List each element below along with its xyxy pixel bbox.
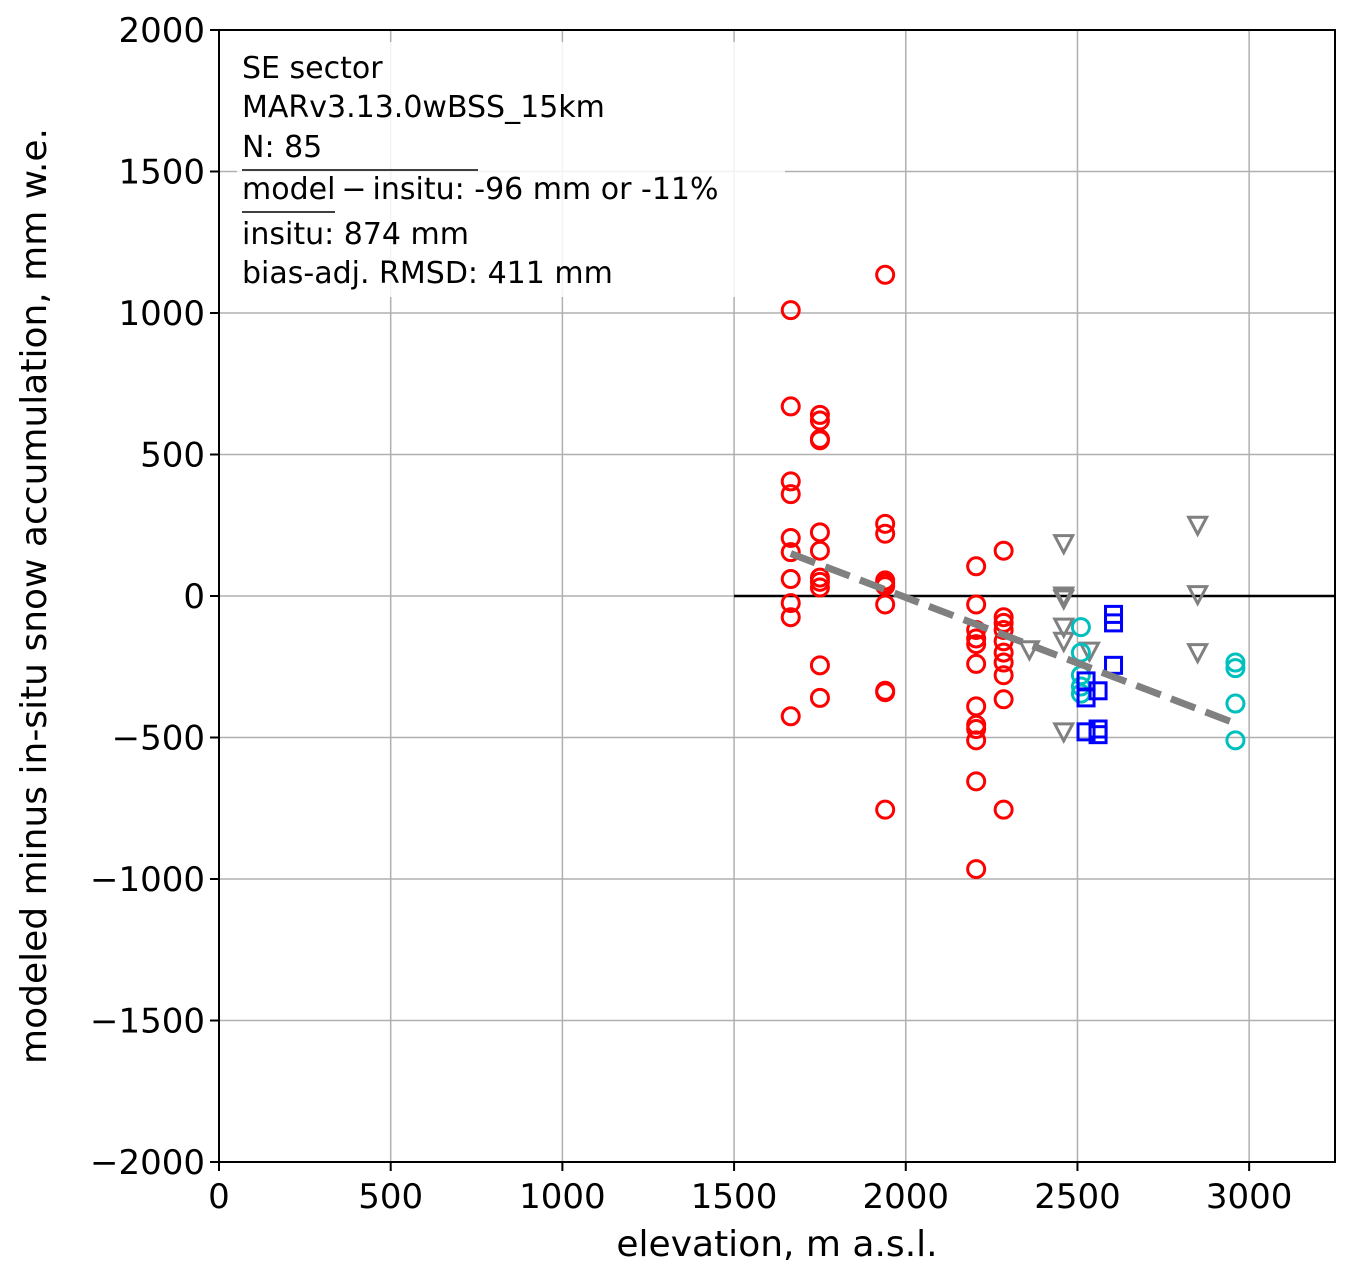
circle-marker xyxy=(875,523,896,544)
circle-marker xyxy=(780,706,801,727)
circle-marker xyxy=(993,689,1014,710)
x-tick-label: 2000 xyxy=(863,1177,950,1217)
triangle-down-marker xyxy=(1052,589,1076,612)
circle-marker xyxy=(780,542,801,563)
circle-marker xyxy=(993,665,1014,686)
info-sector: SE sector xyxy=(242,51,383,86)
x-axis-label: elevation, m a.s.l. xyxy=(616,1224,937,1265)
x-tick-label: 2500 xyxy=(1034,1177,1121,1217)
y-tick-label: −1500 xyxy=(90,1002,205,1042)
circle-marker xyxy=(966,730,987,751)
circle-marker xyxy=(809,522,830,543)
trend-line xyxy=(789,550,1237,727)
circle-marker xyxy=(966,696,987,717)
y-tick-label: −500 xyxy=(112,719,205,759)
circle-marker xyxy=(780,527,801,548)
y-tick-label: 2000 xyxy=(118,11,205,51)
circle-marker xyxy=(809,655,830,676)
y-tick-label: 1500 xyxy=(118,153,205,193)
circle-marker xyxy=(993,642,1014,663)
circle-marker xyxy=(780,396,801,417)
circle-marker xyxy=(1225,658,1246,679)
circle-marker xyxy=(780,300,801,321)
circle-marker xyxy=(875,594,896,615)
x-tick-label: 0 xyxy=(208,1177,230,1217)
triangle-down-marker xyxy=(1186,585,1210,607)
y-tick-label: 500 xyxy=(140,436,205,476)
square-marker xyxy=(1088,725,1108,745)
circle-marker xyxy=(875,513,896,534)
info-rmsd: bias-adj. RMSD: 411 mm xyxy=(242,256,613,291)
circle-marker xyxy=(1070,617,1091,638)
circle-marker xyxy=(875,682,896,703)
circle-marker xyxy=(780,607,801,628)
triangle-down-marker xyxy=(1017,640,1041,662)
circle-marker xyxy=(966,594,987,615)
y-tick-label: −1000 xyxy=(90,860,205,900)
circle-marker xyxy=(809,687,830,708)
circle-marker xyxy=(966,771,987,792)
circle-marker xyxy=(875,264,896,285)
info-count: N: 85 xyxy=(242,130,322,165)
axis-ticks: 0 500 1000 1500 2000 2500 3000 −2000 −1500 −1000 −… xyxy=(90,11,1292,1217)
y-axis-label: modeled minus in-situ snow accumulation,… xyxy=(14,128,55,1064)
circle-marker xyxy=(966,859,987,880)
square-marker xyxy=(1104,613,1124,633)
square-marker xyxy=(1076,722,1096,742)
x-tick-label: 1500 xyxy=(691,1177,778,1217)
circle-marker xyxy=(966,653,987,674)
circle-marker xyxy=(1225,652,1246,673)
circle-marker xyxy=(966,556,987,577)
y-tick-label: 0 xyxy=(183,577,205,617)
circle-marker xyxy=(809,577,830,598)
info-box: SE sector MARv3.13.0wBSS_15km N: 85 mode… xyxy=(237,42,785,297)
info-mean-diff: model − insitu: -96 mm or -11% xyxy=(242,172,719,207)
circle-marker xyxy=(809,430,830,451)
info-mean-insitu: insitu: 874 mm xyxy=(242,217,469,252)
triangle-down-marker xyxy=(1052,631,1076,654)
square-marker xyxy=(1088,681,1108,701)
y-tick-label: 1000 xyxy=(118,294,205,334)
info-model: MARv3.13.0wBSS_15km xyxy=(242,90,605,125)
circle-marker xyxy=(993,540,1014,561)
triangle-down-marker xyxy=(1186,515,1210,538)
y-tick-label: −2000 xyxy=(90,1143,205,1183)
circle-marker xyxy=(966,634,987,655)
circle-marker xyxy=(1225,730,1246,751)
circle-marker xyxy=(875,799,896,820)
x-tick-label: 1000 xyxy=(519,1177,606,1217)
circle-marker xyxy=(780,484,801,505)
circle-marker xyxy=(993,652,1014,673)
circle-marker xyxy=(993,607,1014,628)
circle-marker xyxy=(780,593,801,614)
data-markers xyxy=(780,264,1246,880)
circle-marker xyxy=(809,540,830,561)
circle-marker xyxy=(993,799,1014,820)
x-tick-label: 3000 xyxy=(1206,1177,1293,1217)
circle-marker xyxy=(780,569,801,590)
trend-line-group xyxy=(789,550,1237,727)
circle-marker xyxy=(966,719,987,740)
triangle-down-marker xyxy=(1052,722,1076,745)
circle-marker xyxy=(809,571,830,592)
circle-marker xyxy=(809,404,830,425)
triangle-down-marker xyxy=(1052,534,1076,556)
circle-marker xyxy=(966,628,987,649)
triangle-down-marker xyxy=(1052,617,1076,640)
triangle-down-marker xyxy=(1186,643,1210,665)
x-tick-label: 500 xyxy=(358,1177,423,1217)
triangle-down-marker xyxy=(1077,641,1101,664)
circle-marker xyxy=(1225,693,1246,714)
circle-marker xyxy=(780,471,801,492)
